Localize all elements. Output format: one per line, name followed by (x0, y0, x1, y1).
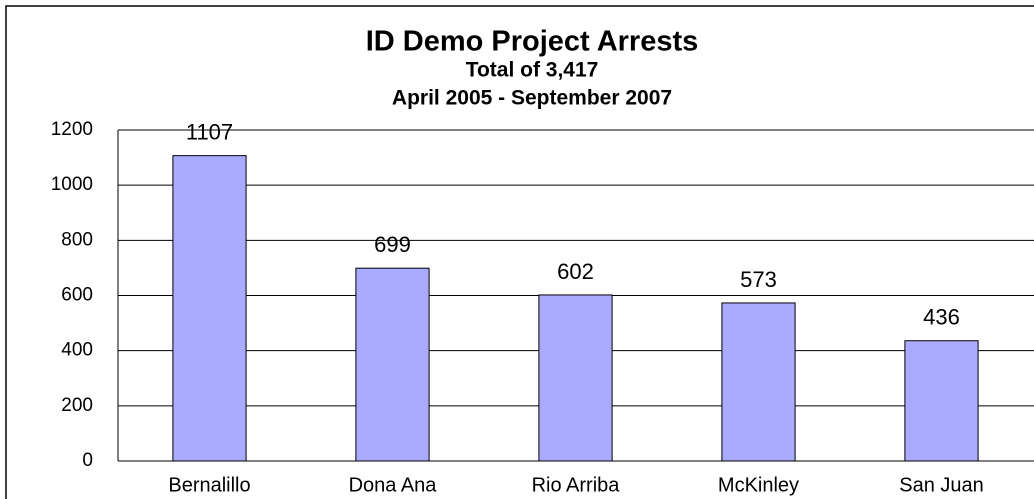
bar (172, 155, 247, 462)
y-tick-label: 400 (61, 340, 93, 361)
y-tick-label: 1000 (51, 174, 93, 195)
y-tick-label: 200 (61, 395, 93, 416)
x-tick-label: McKinley (718, 474, 799, 496)
x-tick-label: Rio Arriba (532, 474, 621, 496)
y-tick-label: 800 (61, 229, 93, 250)
bar (355, 267, 430, 462)
bar (721, 302, 796, 462)
bar (904, 340, 979, 462)
x-tick-label: Bernalillo (168, 474, 250, 496)
data-label: 573 (740, 267, 777, 292)
data-label: 602 (557, 259, 594, 284)
chart-subtitle: April 2005 - September 2007 (392, 87, 672, 110)
data-label: 1107 (186, 119, 233, 144)
data-label: 436 (923, 305, 960, 330)
x-tick-label: San Juan (899, 474, 984, 496)
y-tick-label: 600 (61, 285, 93, 306)
y-tick-label: 1200 (51, 119, 93, 140)
bar (538, 294, 613, 462)
x-tick-label: Dona Ana (349, 474, 438, 496)
chart-subtitle: Total of 3,417 (466, 59, 599, 82)
chart-title: ID Demo Project Arrests (366, 26, 699, 58)
chart-frame (5, 5, 1034, 499)
y-tick-label: 0 (82, 450, 93, 471)
data-label: 699 (374, 232, 411, 257)
